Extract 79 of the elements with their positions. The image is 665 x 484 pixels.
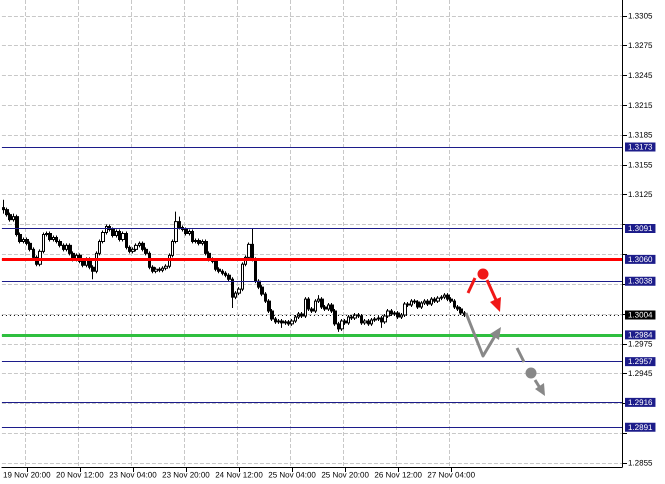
candlestick <box>231 276 234 309</box>
ref-line-label: 1.3004 <box>628 310 654 320</box>
x-tick-label: 25 Nov 20:00 <box>321 470 370 480</box>
candlestick <box>125 231 128 250</box>
candlestick <box>161 266 164 273</box>
y-tick-label: 1.3185 <box>628 130 654 140</box>
ref-line-label: 1.3060 <box>628 254 654 264</box>
candlestick <box>426 298 430 307</box>
x-tick-label: 23 Nov 04:00 <box>109 470 158 480</box>
candlestick <box>111 227 115 238</box>
candlestick <box>55 234 58 244</box>
x-tick-label: 20 Nov 12:00 <box>56 470 104 480</box>
ref-line-label: 1.3173 <box>628 142 654 152</box>
y-tick-label: 1.3155 <box>628 160 654 170</box>
y-tick-label: 1.3125 <box>628 190 654 200</box>
candlestick <box>363 318 367 326</box>
candlestick <box>280 318 284 328</box>
ref-line-label: 1.2891 <box>628 422 654 432</box>
candlestick <box>58 238 62 248</box>
x-tick-label: 27 Nov 04:00 <box>427 470 476 480</box>
candlestick <box>367 318 370 326</box>
candlestick <box>134 242 138 252</box>
candlestick <box>65 242 68 252</box>
candlestick <box>141 240 145 252</box>
x-tick-label: 19 Nov 20:00 <box>2 470 52 480</box>
candlestick <box>118 229 121 242</box>
candlestick <box>416 300 420 310</box>
candlestick <box>440 294 443 301</box>
y-tick-label: 1.3215 <box>628 100 654 110</box>
candlestick <box>138 240 141 248</box>
y-tick-label: 1.3305 <box>628 11 654 20</box>
y-tick-label: 1.3275 <box>628 41 654 50</box>
candlestick <box>2 199 5 214</box>
candlestick <box>158 266 161 273</box>
ref-line-label: 1.2916 <box>628 398 654 407</box>
ref-line-label: 1.2957 <box>628 357 654 366</box>
candlestick <box>314 298 317 314</box>
candlestick <box>52 234 55 242</box>
x-tick-label: 25 Nov 04:00 <box>268 470 316 480</box>
candlestick <box>48 231 52 242</box>
candlestick <box>154 266 158 274</box>
candlestick <box>224 270 227 278</box>
candlestick <box>340 318 344 332</box>
y-tick-label: 1.2945 <box>628 369 654 378</box>
candlestick <box>197 238 201 246</box>
ref-line-label: 1.3038 <box>628 276 654 286</box>
y-tick-label: 1.3245 <box>628 71 654 80</box>
x-tick-label: 26 Nov 12:00 <box>374 470 423 480</box>
candlestick <box>420 300 423 310</box>
candlestick <box>287 319 290 326</box>
candlestick <box>191 229 194 244</box>
candlestick <box>410 298 413 308</box>
candlestick <box>446 292 450 302</box>
candlestick <box>430 296 433 307</box>
candlestick <box>413 298 417 305</box>
candlestick <box>22 236 25 244</box>
candlestick <box>184 227 188 236</box>
candlestick <box>423 298 426 306</box>
candlestick <box>62 242 65 252</box>
candlestick <box>290 318 294 326</box>
candlestick <box>214 258 218 272</box>
y-tick-label: 1.2975 <box>628 339 654 348</box>
candlestick <box>320 296 324 310</box>
candlestick <box>370 317 373 326</box>
x-tick-label: 24 Nov 12:00 <box>215 470 264 480</box>
ref-line-label: 1.2984 <box>628 330 654 340</box>
candlestick <box>436 296 440 304</box>
x-tick-label: 23 Nov 20:00 <box>162 470 210 480</box>
candlestick <box>443 292 446 300</box>
candlestick <box>453 298 456 310</box>
candlestick <box>433 296 436 304</box>
candlestick <box>284 319 287 326</box>
candlestick <box>115 229 118 238</box>
candlestick <box>221 268 224 276</box>
candlestick <box>327 302 330 312</box>
candlestick <box>277 318 281 324</box>
candlestick <box>131 246 135 254</box>
y-tick-label: 1.2855 <box>628 458 654 468</box>
ref-line-label: 1.3091 <box>628 224 654 234</box>
